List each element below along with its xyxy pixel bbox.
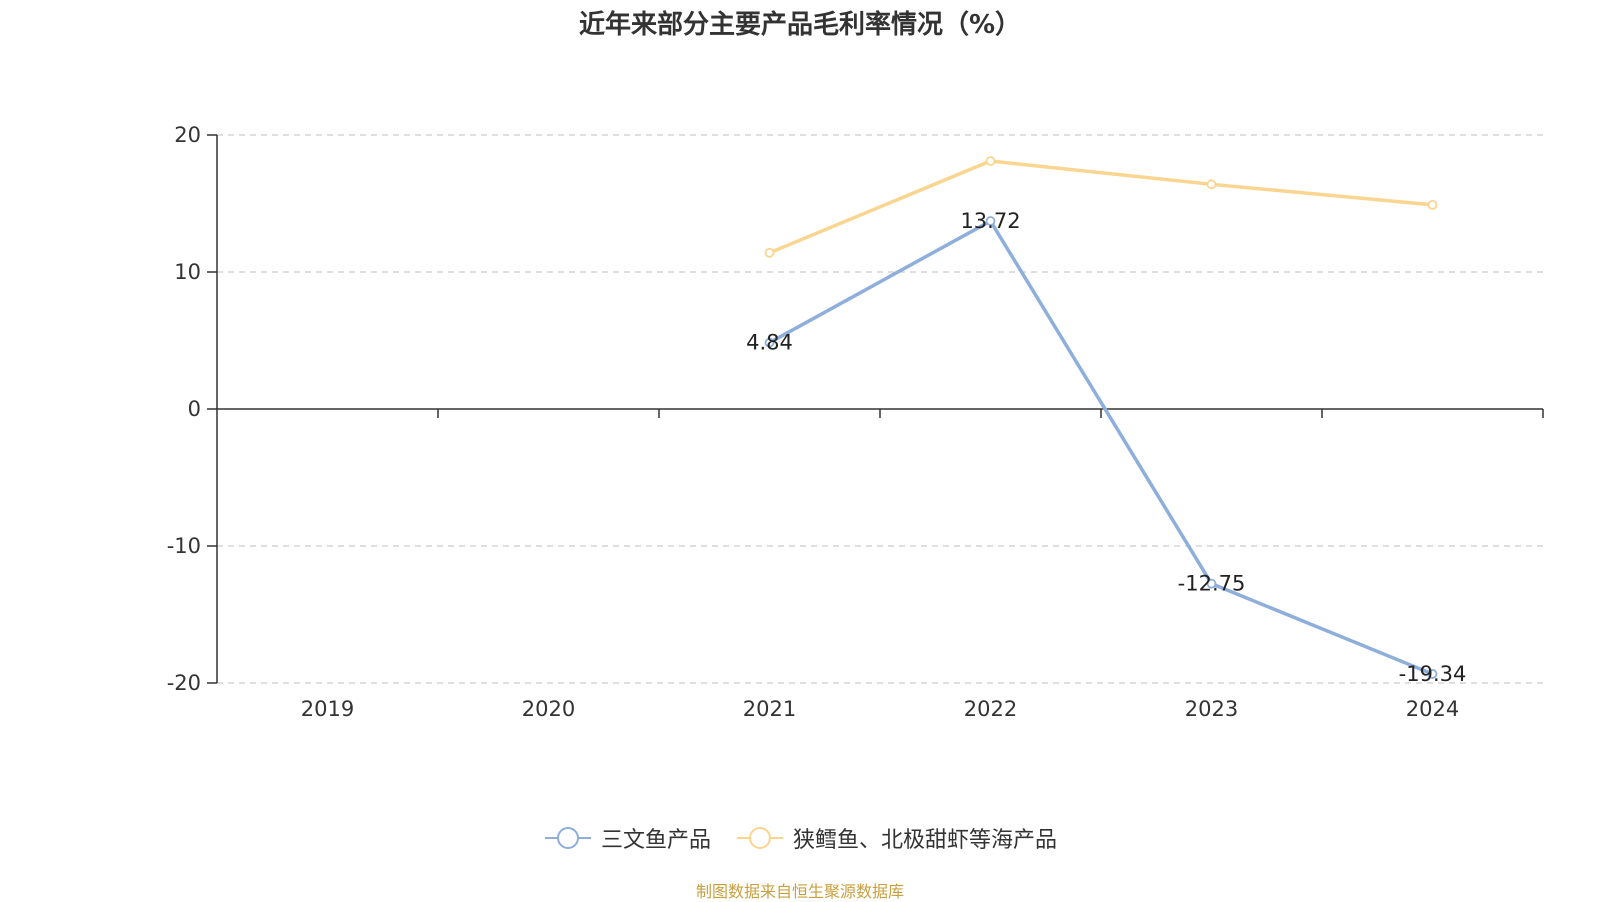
chart-title: 近年来部分主要产品毛利率情况（%）: [578, 10, 1022, 40]
y-tick-label: -10: [167, 534, 201, 558]
y-tick-label: -20: [167, 671, 201, 695]
y-tick-label: 20: [174, 123, 201, 147]
series-point-1[interactable]: [1427, 199, 1438, 210]
x-tick-label: 2020: [522, 697, 575, 721]
axes: 20 10 0 -10 -20 2019 2020 2021 2022 2023 2024: [167, 123, 1544, 721]
series-point-1[interactable]: [764, 247, 775, 258]
series-lines: [764, 156, 1438, 679]
x-tick-label: 2024: [1406, 697, 1459, 721]
legend-marker-seafood-icon: [737, 827, 783, 849]
data-label-0: -12.75: [1178, 572, 1246, 596]
x-tick-label: 2022: [964, 697, 1017, 721]
legend-label-salmon: 三文鱼产品: [600, 828, 711, 853]
data-label-0: 13.72: [960, 209, 1020, 233]
grid-lines: [217, 134, 1543, 684]
source-note: 制图数据来自恒生聚源数据库: [695, 882, 904, 901]
legend-marker-salmon-icon: [544, 827, 591, 849]
series-point-0[interactable]: [1427, 669, 1438, 679]
series-point-0[interactable]: [985, 216, 996, 226]
legend-label-seafood: 狭鳕鱼、北极甜虾等海产品: [793, 828, 1058, 853]
legend: 三文鱼产品 狭鳕鱼、北极甜虾等海产品: [0, 822, 1600, 854]
series-line-1: [768, 159, 1433, 255]
series-point-0[interactable]: [764, 337, 775, 348]
legend-item-seafood[interactable]: 狭鳕鱼、北极甜虾等海产品: [735, 822, 1057, 854]
series-line-0: [768, 219, 1434, 676]
data-labels: 4.84 13.72 -12.75 -19.34: [746, 209, 1466, 686]
data-label-0: -19.34: [1399, 662, 1467, 686]
series-point-0[interactable]: [1206, 578, 1217, 589]
x-tick-label: 2019: [301, 697, 354, 721]
legend-item-salmon[interactable]: 三文鱼产品: [543, 822, 711, 854]
series-point-1[interactable]: [985, 156, 996, 166]
x-tick-label: 2021: [743, 697, 796, 721]
data-label-0: 4.84: [746, 331, 793, 355]
x-tick-label: 2023: [1185, 697, 1238, 721]
y-tick-label: 0: [188, 397, 201, 421]
y-tick-label: 10: [174, 260, 201, 284]
series-point-1[interactable]: [1206, 179, 1217, 190]
